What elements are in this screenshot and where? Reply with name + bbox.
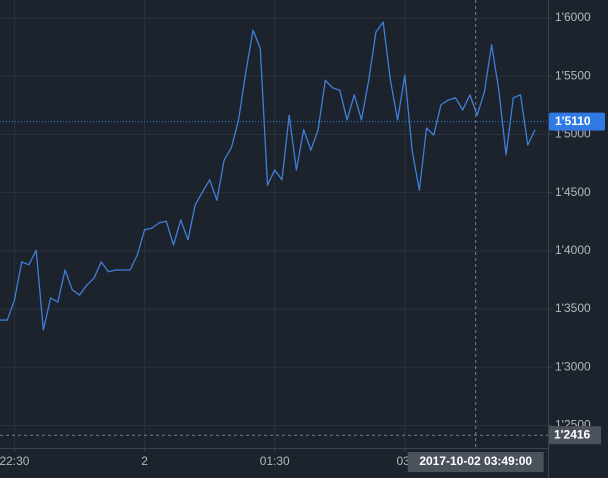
y-tick-label: 1'4000	[555, 243, 591, 257]
x-tick-label: 01:30	[260, 454, 290, 468]
x-tick-label: 2	[141, 454, 148, 468]
crosshair-x-label: 2017-10-02 03:49:00	[419, 454, 532, 468]
crosshair-x-box	[407, 452, 544, 472]
price-line	[0, 21, 536, 331]
last-price-box	[549, 112, 605, 131]
y-tick-label: 1'6000	[555, 10, 591, 24]
y-tick-label: 1'3000	[555, 359, 591, 373]
grid: 1'60001'55001'50001'45001'40001'35001'30…	[0, 0, 591, 468]
y-tick-label: 1'4500	[555, 185, 591, 199]
y-tick-label: 1'5500	[555, 68, 591, 82]
plot	[0, 21, 536, 331]
x-tick-label: 22:30	[0, 454, 30, 468]
y-tick-label: 1'3500	[555, 301, 591, 315]
last-price-label: 1'5110	[555, 114, 591, 128]
crosshair-y-box	[549, 426, 601, 445]
crosshair-y-label: 1'2416	[554, 427, 591, 441]
